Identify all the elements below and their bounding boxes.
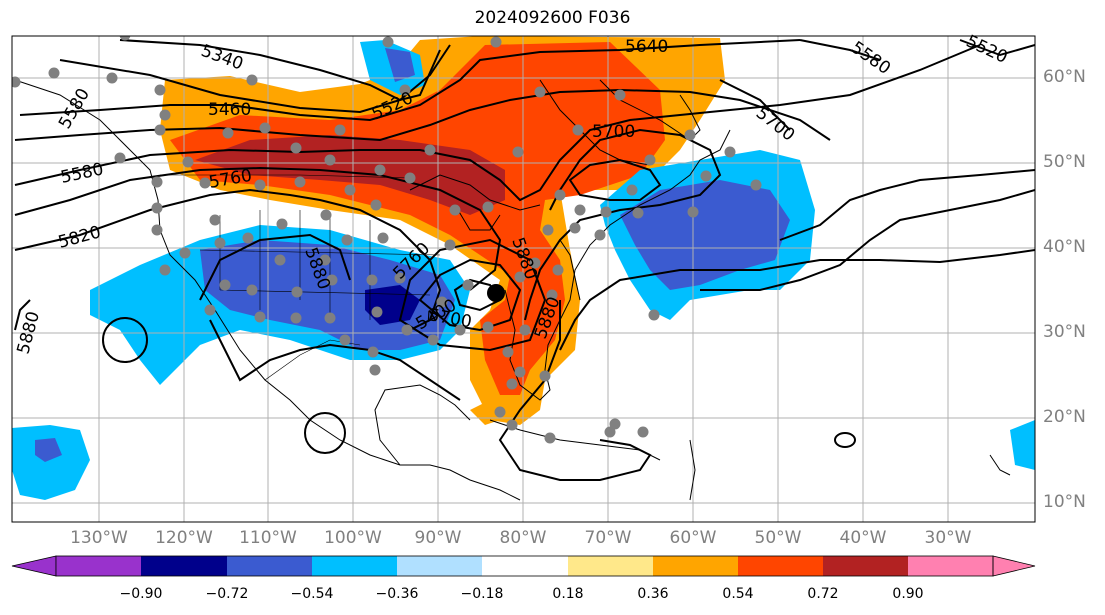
height-contours: [14, 39, 1035, 481]
colorbar-segment: [397, 556, 482, 576]
contour-label: 5340: [198, 41, 245, 75]
lon-label: 130°W: [70, 528, 128, 548]
contour-label: 5700: [752, 103, 798, 145]
colorbar-segment: [227, 556, 312, 576]
colorbar-segment: [823, 556, 908, 576]
lon-label: 80°W: [499, 528, 547, 548]
colorbar-tick-label: −0.90: [119, 586, 163, 602]
contour-label: 5580: [847, 38, 894, 79]
lon-label: 50°W: [754, 528, 802, 548]
lat-label: 40°N: [1043, 237, 1086, 257]
contour-label: 5520: [963, 31, 1011, 67]
colorbar-segment: [653, 556, 738, 576]
colorbar-tick-label: 0.54: [722, 586, 754, 602]
colorbar-segment: [568, 556, 653, 576]
lon-label: 120°W: [155, 528, 213, 548]
colorbar-segment: [482, 556, 568, 576]
colorbar-segment: [56, 556, 141, 576]
colorbar-segment: [312, 556, 397, 576]
map-frame: [11, 35, 1036, 523]
colorbar: [11, 555, 1036, 577]
colorbar-extend-max: [992, 555, 1036, 577]
colorbar-tick-label: 0.36: [637, 586, 669, 602]
lon-label: 110°W: [239, 528, 297, 548]
colorbar-tick-label: −0.54: [290, 586, 334, 602]
contour-label: 5460: [208, 100, 251, 120]
colorbar-tick-label: −0.72: [205, 586, 249, 602]
contour-label: 5580: [55, 85, 94, 132]
lat-label: 10°N: [1043, 492, 1086, 512]
storm-center-marker: [487, 284, 505, 302]
lat-label: 60°N: [1043, 67, 1086, 87]
station-markers: [12, 36, 762, 444]
colorbar-tick-label: −0.36: [375, 586, 419, 602]
colorbar-segment: [908, 556, 993, 576]
lat-label: 30°N: [1043, 322, 1086, 342]
lat-label: 50°N: [1043, 152, 1086, 172]
colorbar-tick-label: 0.90: [892, 586, 924, 602]
lon-label: 70°W: [584, 528, 632, 548]
contour-labels: 5340 5460 5520 5580 5580 5640 5700 5700 …: [14, 31, 1011, 356]
colorbar-extend-min: [11, 555, 57, 577]
map-title: 2024092600 F036: [474, 8, 631, 28]
lon-label: 100°W: [324, 528, 382, 548]
lon-label: 40°W: [839, 528, 887, 548]
colorbar-tick-label: 0.18: [552, 586, 584, 602]
contour-label: 5700: [592, 122, 635, 142]
colorbar-segment: [141, 556, 227, 576]
lat-label: 20°N: [1043, 407, 1086, 427]
contour-label: 5640: [625, 37, 668, 57]
lon-label: 90°W: [414, 528, 462, 548]
colorbar-tick-label: 0.72: [807, 586, 839, 602]
lon-label: 30°W: [924, 528, 972, 548]
colorbar-tick-label: −0.18: [460, 586, 504, 602]
lon-label: 60°W: [669, 528, 717, 548]
colorbar-segment: [738, 556, 823, 576]
contour-label: 5580: [59, 159, 105, 188]
